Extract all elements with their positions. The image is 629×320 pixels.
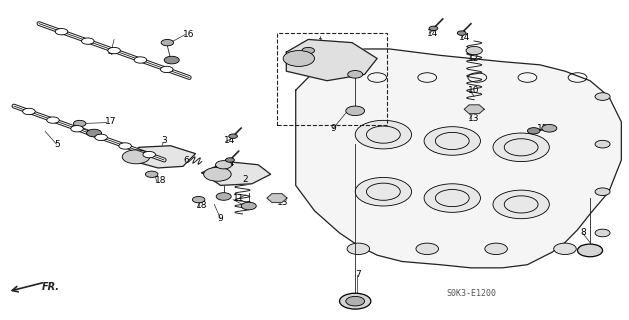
Circle shape <box>216 161 232 169</box>
Circle shape <box>457 31 466 35</box>
Polygon shape <box>464 105 484 114</box>
Circle shape <box>82 38 94 44</box>
Text: 14: 14 <box>224 136 235 146</box>
Circle shape <box>416 243 438 254</box>
Circle shape <box>595 140 610 148</box>
Circle shape <box>347 243 370 254</box>
Circle shape <box>424 127 481 155</box>
Circle shape <box>242 202 256 210</box>
Polygon shape <box>296 49 621 268</box>
Circle shape <box>216 193 231 200</box>
Circle shape <box>204 167 231 181</box>
Circle shape <box>355 120 411 149</box>
Circle shape <box>87 129 102 137</box>
Text: 5: 5 <box>55 140 60 148</box>
Circle shape <box>429 26 438 31</box>
Polygon shape <box>123 146 196 168</box>
Circle shape <box>108 47 120 54</box>
Text: 7: 7 <box>355 270 361 279</box>
Polygon shape <box>202 162 270 185</box>
Text: 4: 4 <box>108 48 113 57</box>
Circle shape <box>424 184 481 212</box>
Text: 10: 10 <box>468 86 479 95</box>
Circle shape <box>340 293 371 309</box>
Text: 8: 8 <box>581 228 586 237</box>
Circle shape <box>160 66 173 73</box>
Circle shape <box>161 39 174 46</box>
Text: 9: 9 <box>218 214 223 223</box>
Circle shape <box>47 117 59 123</box>
Circle shape <box>134 57 147 63</box>
Text: 18: 18 <box>305 51 316 60</box>
Text: 14: 14 <box>459 33 470 42</box>
Circle shape <box>346 106 365 116</box>
Circle shape <box>145 171 158 178</box>
Text: 2: 2 <box>243 174 248 184</box>
Circle shape <box>595 229 610 237</box>
Circle shape <box>71 125 83 132</box>
Text: 15: 15 <box>537 124 548 133</box>
Circle shape <box>119 143 131 149</box>
Text: 18: 18 <box>196 202 207 211</box>
Text: 1: 1 <box>318 38 323 47</box>
Circle shape <box>577 244 603 257</box>
Circle shape <box>493 133 549 162</box>
Circle shape <box>55 28 68 35</box>
Bar <box>277 33 386 125</box>
Text: 3: 3 <box>161 136 167 146</box>
Text: 16: 16 <box>183 30 194 39</box>
Circle shape <box>346 296 365 306</box>
Text: 9: 9 <box>330 124 336 133</box>
Circle shape <box>95 134 108 140</box>
Text: 12: 12 <box>468 54 479 63</box>
Circle shape <box>283 51 314 67</box>
Circle shape <box>229 134 238 139</box>
Circle shape <box>226 158 235 162</box>
Circle shape <box>485 243 508 254</box>
Circle shape <box>302 47 314 54</box>
Text: 11: 11 <box>233 194 245 203</box>
Text: S0K3-E1200: S0K3-E1200 <box>446 289 496 298</box>
Circle shape <box>164 56 179 64</box>
Circle shape <box>466 46 482 55</box>
Circle shape <box>493 190 549 219</box>
Text: 14: 14 <box>427 28 438 38</box>
Circle shape <box>355 178 411 206</box>
Text: 9: 9 <box>245 202 252 211</box>
Circle shape <box>554 243 576 254</box>
Circle shape <box>23 108 35 115</box>
Circle shape <box>143 151 155 158</box>
Circle shape <box>595 188 610 196</box>
Circle shape <box>542 124 557 132</box>
Text: 14: 14 <box>224 159 235 168</box>
Text: 6: 6 <box>183 156 189 164</box>
Text: FR.: FR. <box>42 282 60 292</box>
Circle shape <box>192 196 205 203</box>
Text: 17: 17 <box>104 117 116 126</box>
Circle shape <box>122 150 150 164</box>
Polygon shape <box>267 194 287 203</box>
Text: 12: 12 <box>214 165 226 174</box>
Text: 18: 18 <box>155 176 166 185</box>
Circle shape <box>527 128 540 134</box>
Polygon shape <box>286 39 377 81</box>
Text: 13: 13 <box>468 114 479 123</box>
Text: 13: 13 <box>277 198 289 207</box>
Circle shape <box>595 93 610 100</box>
Circle shape <box>348 70 363 78</box>
Circle shape <box>74 120 86 127</box>
